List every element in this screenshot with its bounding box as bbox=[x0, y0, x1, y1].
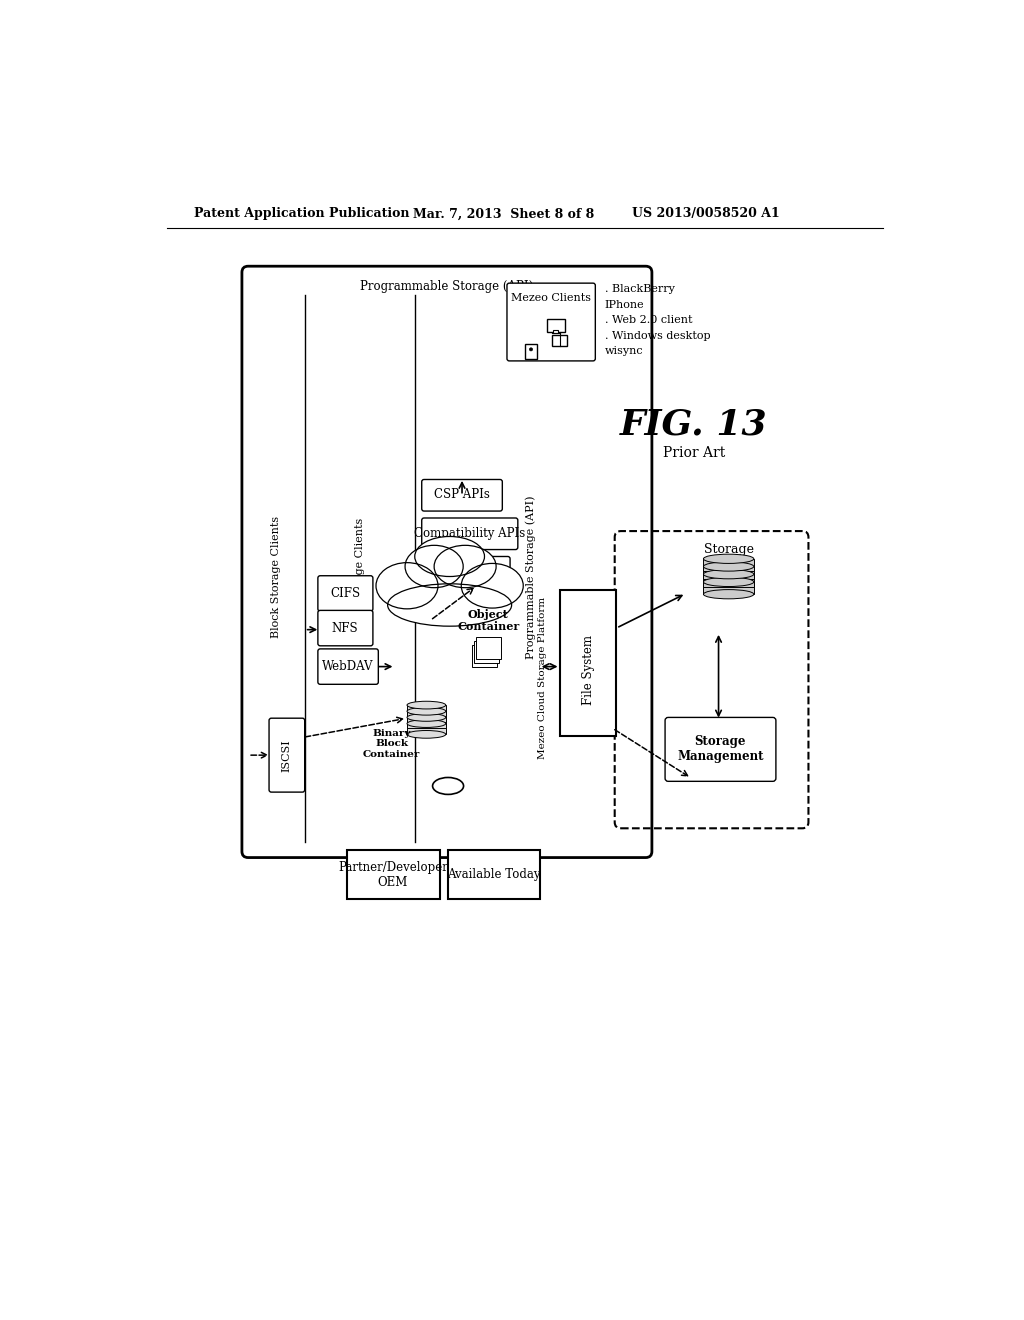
Ellipse shape bbox=[703, 590, 754, 599]
Bar bbox=[703, 582, 754, 594]
Bar bbox=[407, 711, 445, 722]
Ellipse shape bbox=[703, 570, 754, 579]
Ellipse shape bbox=[703, 562, 754, 572]
FancyBboxPatch shape bbox=[269, 718, 305, 792]
Text: File System: File System bbox=[582, 635, 595, 705]
Text: CCMI APIs: CCMI APIs bbox=[433, 565, 499, 578]
Text: Patent Application Publication: Patent Application Publication bbox=[194, 207, 410, 220]
FancyBboxPatch shape bbox=[422, 557, 510, 589]
Text: FIG. 13: FIG. 13 bbox=[620, 407, 768, 441]
Bar bbox=[547, 319, 565, 331]
Bar bbox=[407, 705, 445, 715]
Text: Binary
Block
Container: Binary Block Container bbox=[362, 729, 420, 759]
Text: File Storage Clients: File Storage Clients bbox=[354, 517, 365, 630]
Bar bbox=[474, 642, 499, 663]
Text: Programmable Storage (API): Programmable Storage (API) bbox=[360, 280, 534, 293]
Text: CIFS: CIFS bbox=[330, 587, 360, 601]
Ellipse shape bbox=[432, 777, 464, 795]
FancyBboxPatch shape bbox=[507, 284, 595, 360]
FancyBboxPatch shape bbox=[317, 610, 373, 645]
Text: Partner/Developer
OEM: Partner/Developer OEM bbox=[338, 861, 447, 888]
FancyBboxPatch shape bbox=[347, 850, 439, 899]
Bar bbox=[560, 590, 616, 737]
Text: ISCSI: ISCSI bbox=[282, 739, 292, 771]
Ellipse shape bbox=[407, 708, 445, 715]
Ellipse shape bbox=[415, 536, 484, 577]
Ellipse shape bbox=[406, 545, 463, 587]
Ellipse shape bbox=[388, 583, 512, 626]
Text: Prior Art: Prior Art bbox=[663, 446, 725, 459]
Ellipse shape bbox=[407, 714, 445, 721]
Ellipse shape bbox=[703, 577, 754, 586]
Text: Mezeo Clients: Mezeo Clients bbox=[511, 293, 591, 302]
FancyBboxPatch shape bbox=[449, 850, 541, 899]
Text: US 2013/0058520 A1: US 2013/0058520 A1 bbox=[632, 207, 779, 220]
Ellipse shape bbox=[461, 564, 523, 609]
FancyBboxPatch shape bbox=[422, 517, 518, 549]
Ellipse shape bbox=[434, 545, 496, 587]
Bar bbox=[472, 645, 497, 667]
Text: Mezeo Cloud Storage Platform: Mezeo Cloud Storage Platform bbox=[539, 597, 547, 759]
Ellipse shape bbox=[407, 730, 445, 738]
Text: Compatibility APIs: Compatibility APIs bbox=[414, 527, 525, 540]
Text: CSP APIs: CSP APIs bbox=[434, 488, 489, 502]
Text: Mar. 7, 2013  Sheet 8 of 8: Mar. 7, 2013 Sheet 8 of 8 bbox=[414, 207, 595, 220]
FancyBboxPatch shape bbox=[665, 718, 776, 781]
Text: Programmable Storage (API): Programmable Storage (API) bbox=[525, 495, 536, 659]
FancyBboxPatch shape bbox=[242, 267, 652, 858]
Ellipse shape bbox=[703, 554, 754, 564]
Text: Storage
Management: Storage Management bbox=[677, 735, 764, 763]
Bar bbox=[524, 345, 538, 359]
Text: NFS: NFS bbox=[332, 622, 358, 635]
Ellipse shape bbox=[407, 719, 445, 727]
FancyBboxPatch shape bbox=[317, 576, 373, 611]
Text: WebDAV: WebDAV bbox=[323, 660, 374, 673]
Text: . BlackBerry
IPhone
. Web 2.0 client
. Windows desktop
wisync: . BlackBerry IPhone . Web 2.0 client . W… bbox=[604, 284, 711, 356]
Bar bbox=[554, 330, 558, 333]
Text: Storage: Storage bbox=[703, 543, 754, 556]
Text: Block Storage Clients: Block Storage Clients bbox=[271, 516, 282, 639]
Circle shape bbox=[529, 348, 532, 351]
Bar bbox=[703, 558, 754, 572]
Bar bbox=[703, 566, 754, 579]
Bar bbox=[476, 638, 501, 659]
FancyBboxPatch shape bbox=[317, 649, 378, 684]
Bar bbox=[407, 723, 445, 734]
Bar bbox=[407, 718, 445, 729]
Text: Object
Container: Object Container bbox=[458, 609, 519, 632]
Text: Available Today: Available Today bbox=[447, 869, 541, 880]
Ellipse shape bbox=[407, 701, 445, 709]
FancyBboxPatch shape bbox=[422, 479, 503, 511]
Bar bbox=[552, 335, 567, 346]
Ellipse shape bbox=[376, 562, 438, 609]
Bar bbox=[703, 574, 754, 586]
